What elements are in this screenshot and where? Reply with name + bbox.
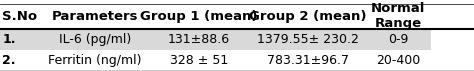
Text: 1.: 1. bbox=[2, 33, 16, 46]
Bar bbox=[251, 50, 365, 71]
Bar bbox=[365, 50, 431, 71]
Bar bbox=[43, 50, 147, 71]
Bar bbox=[147, 50, 251, 71]
Text: Normal
Range: Normal Range bbox=[371, 2, 425, 30]
Bar bbox=[365, 29, 431, 50]
Bar bbox=[0, 4, 43, 29]
Text: IL-6 (pg/ml): IL-6 (pg/ml) bbox=[59, 33, 131, 46]
Bar bbox=[147, 29, 251, 50]
Text: 131±88.6: 131±88.6 bbox=[168, 33, 230, 46]
Bar bbox=[251, 4, 365, 29]
Bar bbox=[43, 29, 147, 50]
Bar bbox=[251, 29, 365, 50]
Text: 0-9: 0-9 bbox=[388, 33, 408, 46]
Text: 783.31±96.7: 783.31±96.7 bbox=[267, 54, 349, 67]
Text: S.No: S.No bbox=[2, 10, 37, 23]
Text: Parameters: Parameters bbox=[52, 10, 138, 23]
Text: Group 1 (mean): Group 1 (mean) bbox=[140, 10, 258, 23]
Text: 20-400: 20-400 bbox=[376, 54, 420, 67]
Bar bbox=[0, 29, 43, 50]
Text: Group 2 (mean): Group 2 (mean) bbox=[249, 10, 367, 23]
Text: 2.: 2. bbox=[2, 54, 16, 67]
Bar bbox=[43, 4, 147, 29]
Text: Ferritin (ng/ml): Ferritin (ng/ml) bbox=[48, 54, 142, 67]
Bar bbox=[147, 4, 251, 29]
Text: 1379.55± 230.2: 1379.55± 230.2 bbox=[257, 33, 359, 46]
Text: 328 ± 51: 328 ± 51 bbox=[170, 54, 228, 67]
Bar bbox=[0, 50, 43, 71]
Bar bbox=[365, 4, 431, 29]
